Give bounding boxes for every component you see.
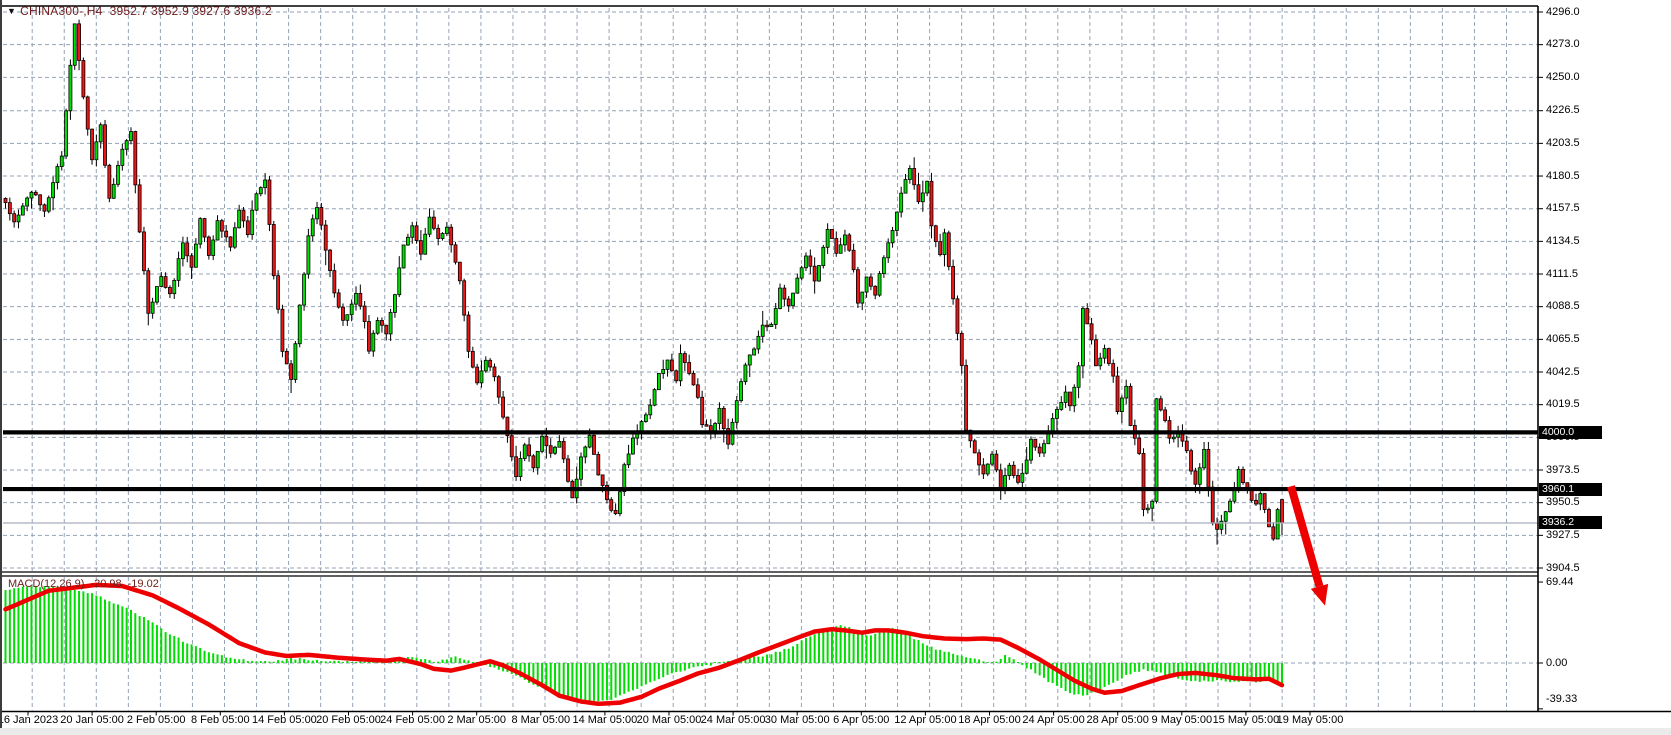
price-axis-label: 4088.5	[1546, 300, 1580, 313]
price-axis-label: 4203.5	[1546, 136, 1580, 149]
time-axis-label: 28 Apr 05:00	[1086, 714, 1149, 726]
price-axis-label: 4296.0	[1546, 5, 1580, 18]
price-axis-label: 4226.5	[1546, 104, 1580, 117]
price-axis-label: 4111.5	[1546, 267, 1579, 280]
macd-name: MACD(12,26,9)	[8, 578, 85, 590]
price-level-badge: 4000.0	[1539, 425, 1602, 439]
time-axis-label: 12 Apr 05:00	[894, 714, 957, 726]
time-axis-label: 24 Apr 05:00	[1022, 714, 1085, 726]
time-axis-label: 8 Feb 05:00	[190, 714, 250, 726]
price-axis-label: 3904.5	[1546, 561, 1580, 574]
time-axis-label: 16 Jan 2023	[0, 714, 59, 726]
time-axis-label: 14 Feb 05:00	[251, 714, 317, 726]
red-down-arrow-annotation[interactable]	[1287, 485, 1329, 606]
grid	[3, 8, 1538, 711]
time-axis-label: 6 Apr 05:00	[833, 714, 890, 726]
price-axis-label: 3973.5	[1546, 463, 1580, 476]
price-axis-label: 3950.5	[1546, 496, 1580, 509]
price-axis-label: 4157.5	[1546, 202, 1580, 215]
time-axis-label: 14 Mar 05:00	[572, 714, 638, 726]
time-axis-label: 15 May 05:00	[1212, 714, 1280, 726]
time-axis-label: 18 Apr 05:00	[958, 714, 1021, 726]
price-axis-label: 4273.0	[1546, 38, 1580, 51]
macd-axis-label: -39.33	[1546, 693, 1578, 705]
pane-borders	[0, 5, 1671, 716]
symbol-period-label: CHINA300-,H4	[20, 4, 103, 18]
window-bottom-edge	[0, 728, 1671, 735]
macd-axis-label: 69.44	[1546, 575, 1574, 588]
time-axis-label: 20 Feb 05:00	[316, 714, 381, 726]
price-axis-label: 4019.5	[1546, 398, 1580, 411]
candle-series	[3, 19, 1284, 545]
time-axis-label: 9 May 05:00	[1151, 714, 1213, 726]
macd-signal-value: -19.02	[127, 578, 159, 590]
price-axis-label: 4042.5	[1546, 365, 1580, 378]
time-axis-label: 2 Mar 05:00	[447, 714, 507, 726]
time-axis-label: 19 May 05:00	[1276, 714, 1344, 726]
price-level-badge: 3960.1	[1539, 482, 1602, 496]
time-axis-label: 20 Mar 05:00	[636, 714, 702, 726]
time-axis-label: 2 Feb 05:00	[126, 714, 186, 726]
time-axis-label: 8 Mar 05:00	[511, 714, 571, 726]
price-axis-label: 4065.5	[1546, 332, 1580, 345]
macd-indicator-label: MACD(12,26,9) -20.98 -19.02	[8, 578, 159, 590]
ohlc-readout: 3952.7 3952.9 3927.6 3936.2	[109, 4, 272, 18]
window-left-edge	[0, 0, 2, 728]
chart-title-readout: ▼ CHINA300-,H4 3952.7 3952.9 3927.6 3936.…	[7, 4, 272, 18]
macd-main-value: -20.98	[90, 578, 122, 590]
price-axis-label: 3927.5	[1546, 528, 1580, 541]
price-axis-label: 4134.5	[1546, 234, 1580, 247]
time-axis-label: 30 Mar 05:00	[764, 714, 830, 726]
price-axis-label: 4180.5	[1546, 169, 1580, 182]
time-axis-label: 20 Jan 05:00	[60, 714, 124, 726]
time-axis-label: 24 Feb 05:00	[380, 714, 446, 726]
symbol-dropdown-icon[interactable]: ▼	[7, 6, 17, 16]
price-level-badge: 3936.2	[1539, 516, 1602, 530]
macd-axis-label: 0.00	[1546, 656, 1568, 669]
horizontal-level-lines[interactable]	[3, 430, 1538, 524]
macd-indicator	[3, 582, 1285, 707]
time-axis-label: 24 Mar 05:00	[700, 714, 766, 726]
price-axis-label: 4250.0	[1546, 70, 1580, 83]
